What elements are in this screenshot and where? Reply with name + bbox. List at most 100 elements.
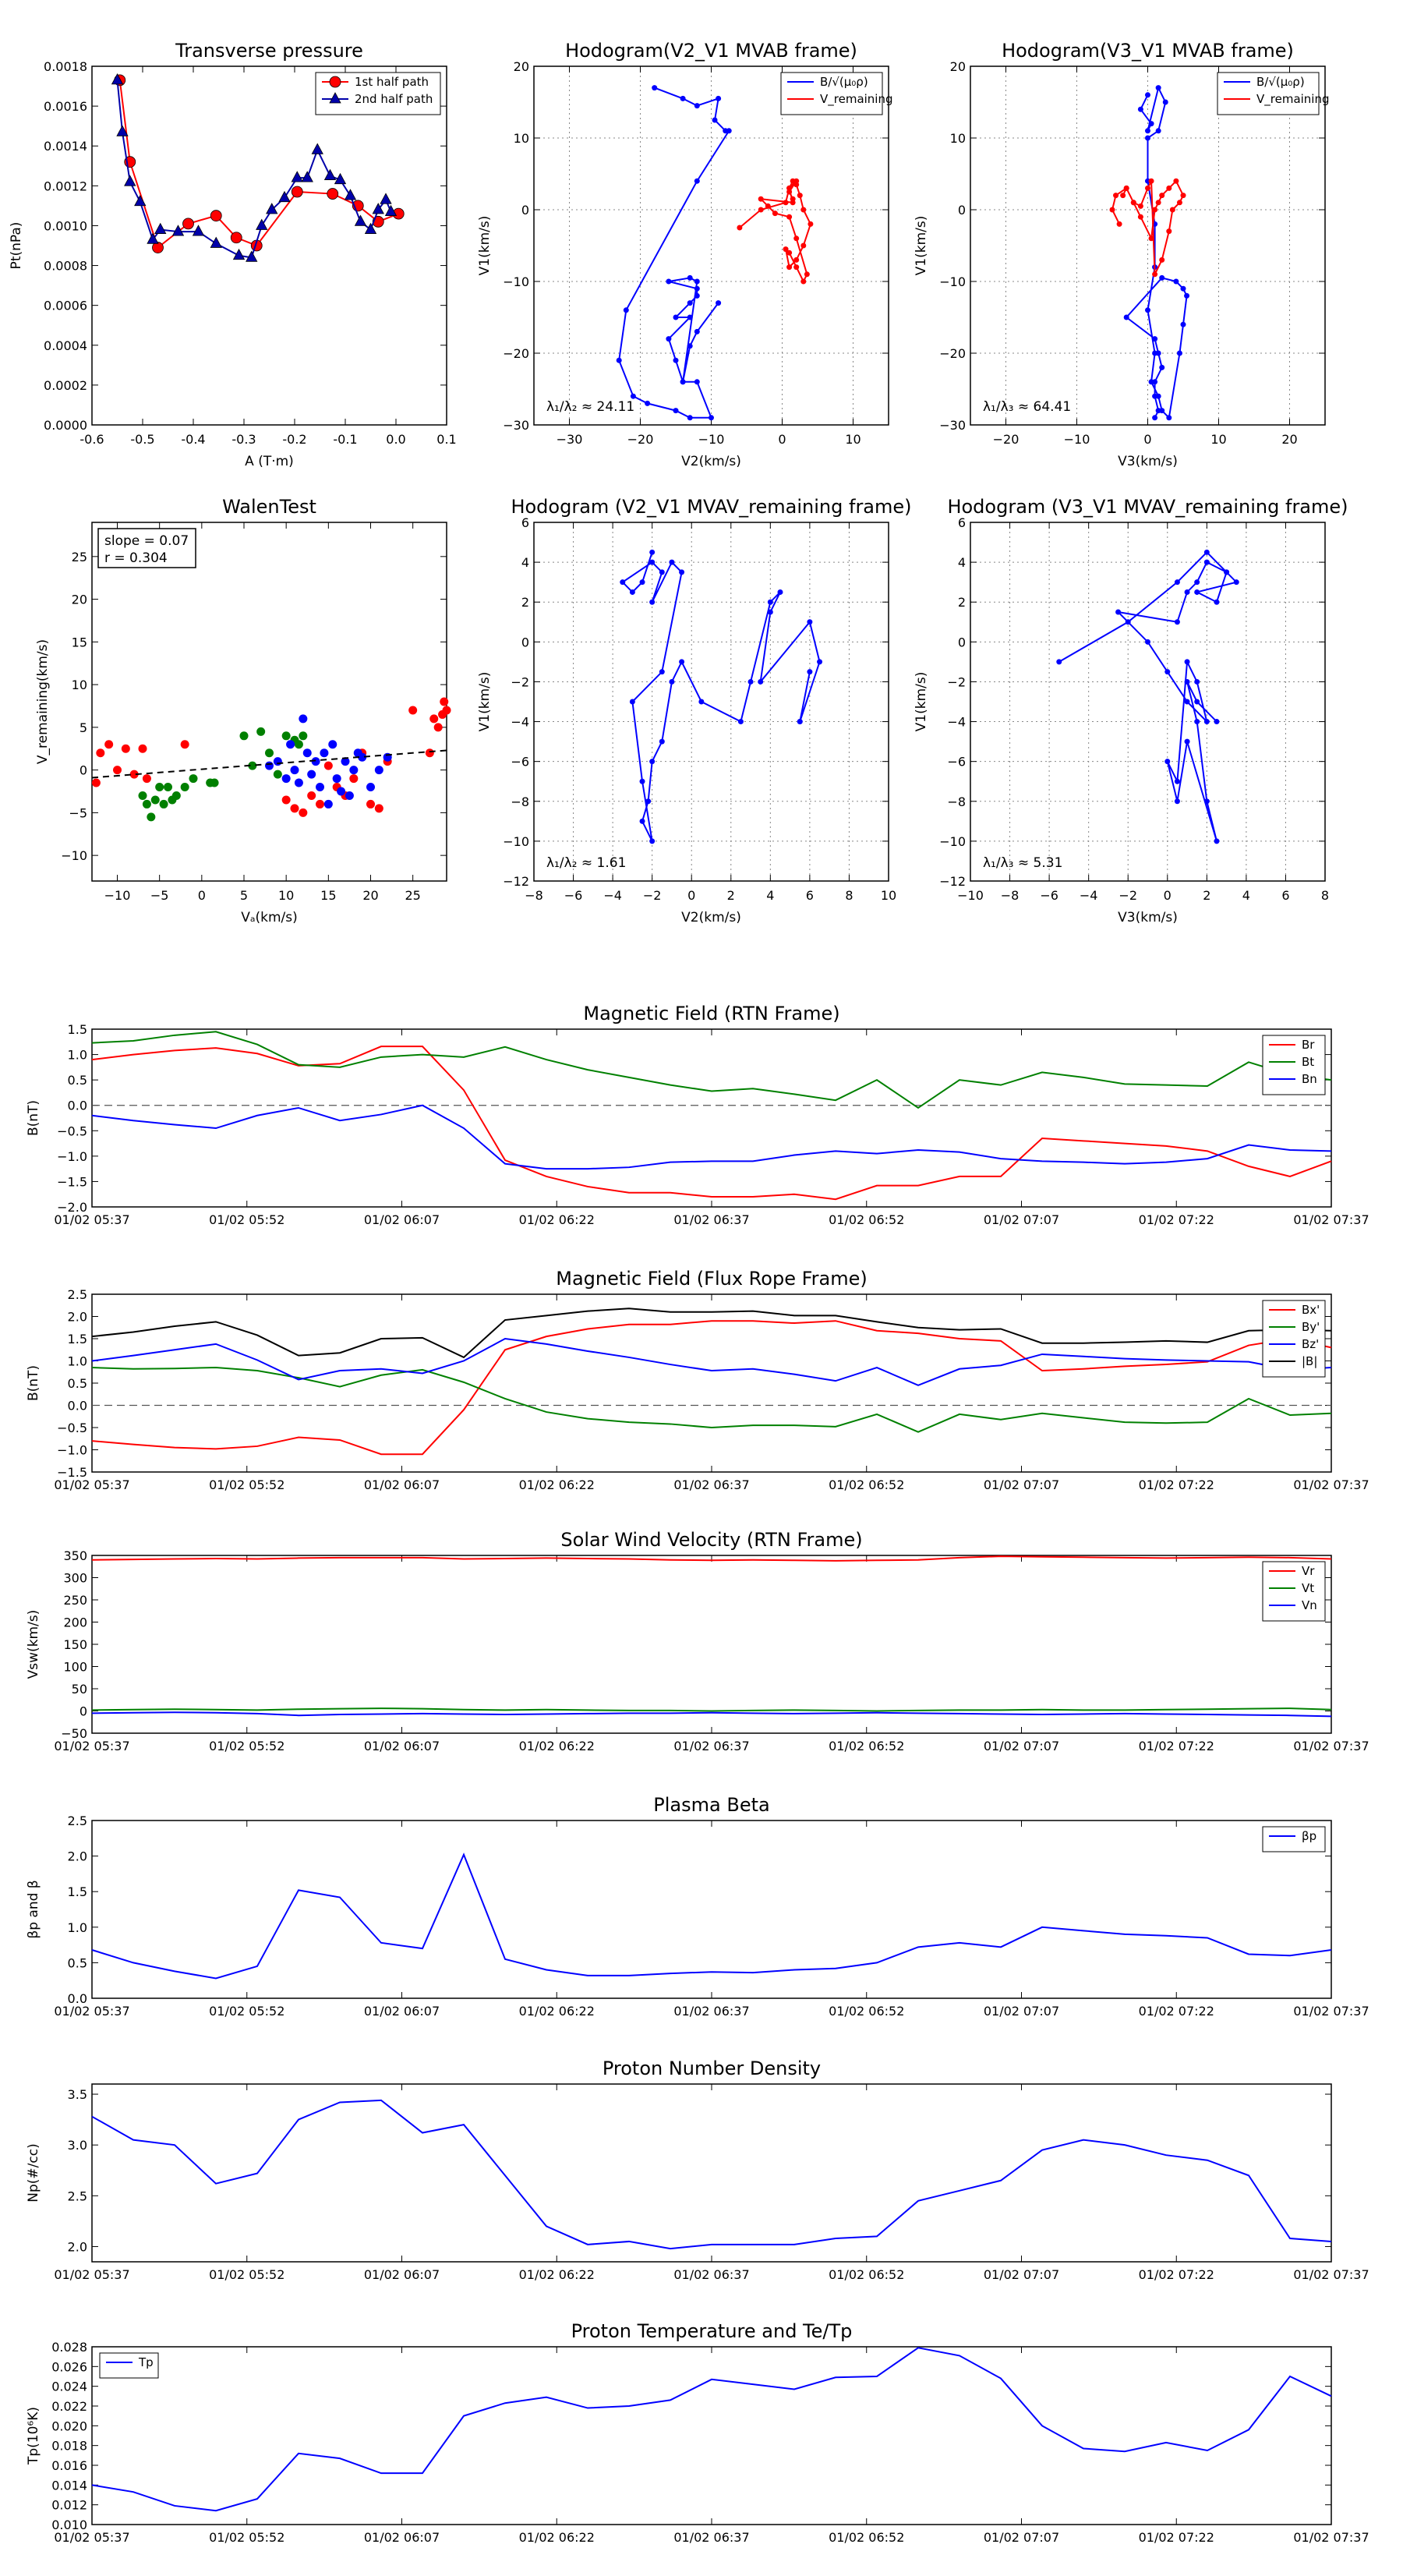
data-point <box>192 225 205 236</box>
x-tick-label: −8 <box>1001 888 1020 903</box>
x-tick-label: 01/02 05:37 <box>54 1212 129 1227</box>
data-point <box>366 799 375 809</box>
data-point <box>698 699 705 705</box>
x-tick-label: 01/02 06:07 <box>364 1739 440 1753</box>
plot-frame <box>91 2083 1332 2263</box>
data-point <box>248 761 257 770</box>
y-tick-label: 2.0 <box>68 2239 87 2254</box>
x-tick-label: 01/02 07:07 <box>984 1212 1059 1227</box>
data-point <box>1203 719 1210 725</box>
legend-box <box>1262 1300 1326 1378</box>
data-point <box>1162 99 1168 105</box>
x-tick-label: 01/02 05:37 <box>54 1739 129 1753</box>
data-point <box>374 804 383 813</box>
y-axis-label: Vsw(km/s) <box>26 1610 41 1679</box>
data-point <box>278 190 291 203</box>
data-point <box>1194 699 1200 705</box>
series-line <box>91 2099 1332 2250</box>
data-point <box>265 761 274 770</box>
data-point <box>777 589 783 595</box>
data-point <box>649 549 656 555</box>
data-point <box>694 292 700 299</box>
y-tick-label: 0.024 <box>51 2380 87 2394</box>
data-point <box>91 778 101 787</box>
y-tick-label: 0.0000 <box>44 418 87 433</box>
x-tick-label: 01/02 06:07 <box>364 1477 440 1492</box>
data-point <box>327 188 339 200</box>
plot-frame <box>970 522 1326 882</box>
data-point <box>1155 408 1161 414</box>
data-point <box>180 740 189 749</box>
y-tick-label: −12 <box>939 874 966 889</box>
series-line <box>91 1031 1332 1109</box>
data-point <box>189 774 198 784</box>
data-point <box>1166 185 1172 191</box>
series-line <box>91 1320 1332 1456</box>
y-tick-label: −8 <box>947 794 966 809</box>
data-point <box>1159 193 1165 199</box>
data-point <box>171 791 181 800</box>
x-tick-label: 6 <box>1281 888 1289 903</box>
y-tick-label: −10 <box>939 274 966 289</box>
x-tick-label: 01/02 07:07 <box>984 2004 1059 2019</box>
x-tick-label: 01/02 06:07 <box>364 2530 440 2545</box>
y-tick-label: 20 <box>950 59 966 74</box>
plot-frame <box>533 65 889 426</box>
data-point <box>1148 178 1154 184</box>
data-point <box>372 203 384 214</box>
x-tick-label: 10 <box>278 888 294 903</box>
data-point <box>716 95 722 101</box>
x-tick-label: 10 <box>881 888 896 903</box>
data-point <box>786 249 793 256</box>
data-point <box>1233 579 1239 586</box>
y-tick-label: 0.0002 <box>44 378 87 393</box>
data-point <box>1125 619 1131 625</box>
y-tick-label: 0.5 <box>68 1073 87 1088</box>
data-point <box>679 659 685 665</box>
tp-panel: Proton Temperature and Te/Tp 0.010 0.012 0.… <box>26 2320 1369 2545</box>
data-point <box>659 738 665 745</box>
chart-title: Magnetic Field (Flux Rope Frame) <box>556 1268 867 1290</box>
data-point <box>311 143 323 154</box>
data-point <box>256 218 268 230</box>
x-tick-label: 2 <box>1203 888 1210 903</box>
data-point <box>316 783 324 792</box>
data-point <box>155 783 164 792</box>
plot-frame <box>533 522 889 882</box>
data-point <box>758 196 764 202</box>
x-tick-label: 0 <box>1143 432 1151 447</box>
y-tick-label: −50 <box>61 1726 87 1741</box>
data-point <box>1164 759 1171 765</box>
data-point <box>679 569 685 575</box>
chart-title: Plasma Beta <box>653 1794 769 1816</box>
x-tick-label: 01/02 06:37 <box>673 1739 749 1753</box>
y-tick-label: 0.0 <box>68 1099 87 1113</box>
data-point <box>290 804 299 813</box>
x-tick-label: 01/02 06:22 <box>519 2004 595 2019</box>
data-point <box>1155 350 1161 356</box>
data-point <box>786 189 793 195</box>
y-axis-label: B(nT) <box>26 1100 41 1136</box>
data-point <box>1145 92 1150 98</box>
data-point <box>687 300 693 306</box>
y-tick-label: 200 <box>63 1615 87 1630</box>
x-tick-label: -0.4 <box>181 432 205 447</box>
data-point <box>800 278 807 285</box>
data-point <box>1184 589 1190 595</box>
x-tick-label: 2 <box>727 888 735 903</box>
data-point <box>171 225 185 236</box>
data-point <box>281 795 291 805</box>
x-tick-label: 01/02 07:22 <box>1139 1477 1214 1492</box>
x-tick-label: 0.0 <box>386 432 405 447</box>
x-tick-label: 01/02 05:52 <box>209 1212 284 1227</box>
x-tick-label: 4 <box>1242 888 1250 903</box>
data-point <box>1180 285 1186 292</box>
legend-label: Vt <box>1302 1581 1314 1595</box>
x-tick-label: 01/02 05:52 <box>209 1477 284 1492</box>
data-point <box>1152 207 1158 213</box>
np-panel: Proton Number Density 2.0 2.5 3.0 3.5 01/02 0… <box>26 2058 1369 2282</box>
plot-frame <box>91 522 447 882</box>
data-point <box>286 740 295 749</box>
data-point <box>1145 128 1150 134</box>
data-point <box>246 250 258 262</box>
